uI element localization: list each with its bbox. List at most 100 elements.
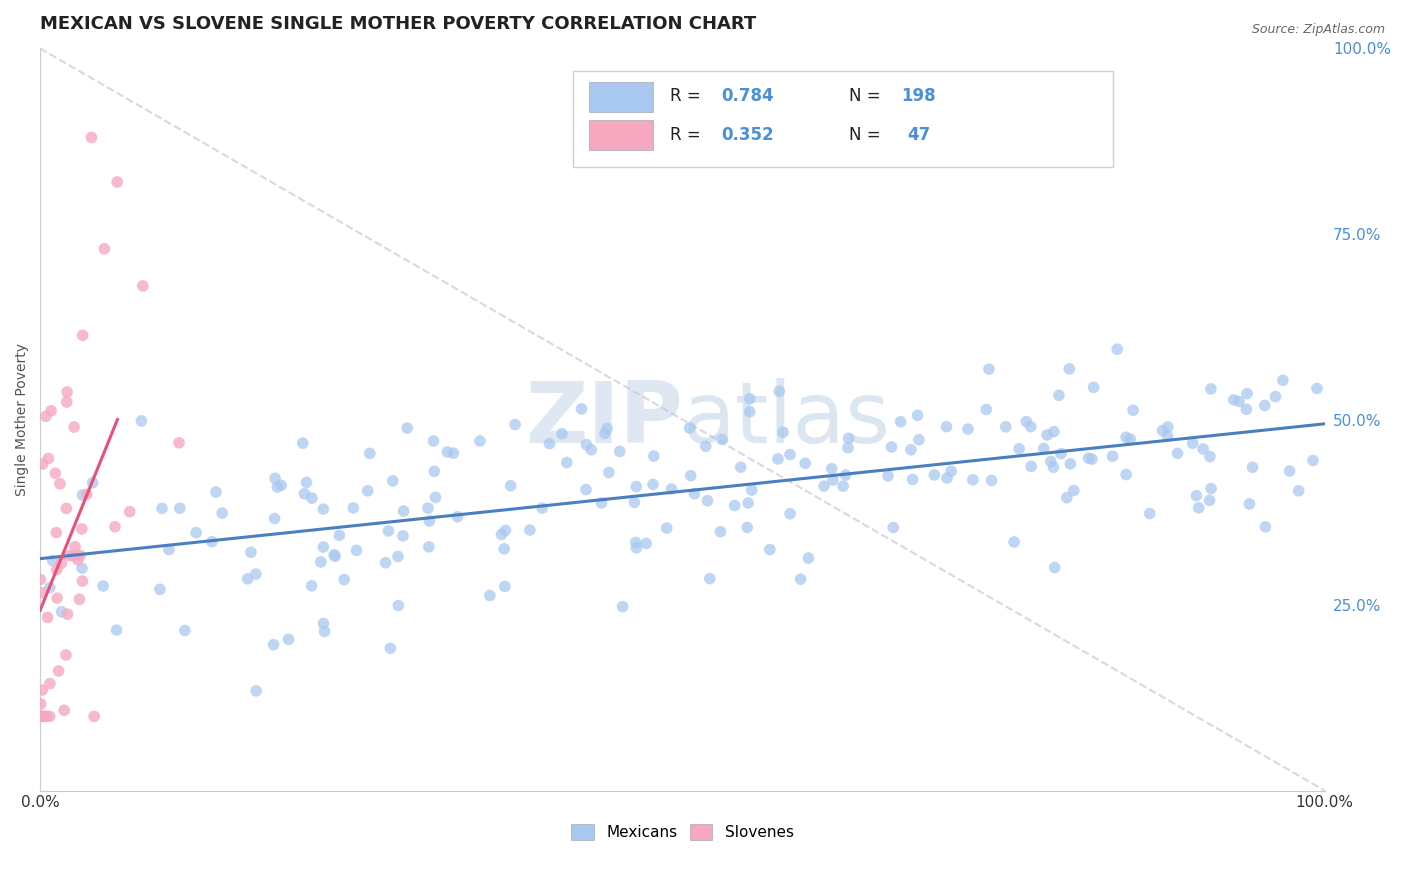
Point [1227, 394, 1250, 409]
Point [392, 504, 415, 518]
Point [1236, 386, 1258, 401]
Point [1043, 425, 1066, 439]
Point [83, 709, 105, 723]
Point [1119, 432, 1142, 446]
FancyBboxPatch shape [589, 120, 652, 150]
Text: MEXICAN VS SLOVENE SINGLE MOTHER POVERTY CORRELATION CHART: MEXICAN VS SLOVENE SINGLE MOTHER POVERTY… [41, 15, 756, 33]
Point [772, 425, 794, 440]
Point [396, 421, 419, 435]
Point [1157, 420, 1180, 434]
Point [264, 471, 287, 485]
Point [294, 486, 316, 500]
Point [696, 493, 718, 508]
Point [1019, 459, 1042, 474]
Point [735, 520, 758, 534]
Point [312, 502, 335, 516]
Point [1254, 399, 1277, 413]
Point [30, 573, 52, 587]
Point [105, 623, 128, 637]
Point [46, 591, 69, 606]
Point [1115, 467, 1137, 482]
Point [1002, 535, 1025, 549]
Point [1288, 483, 1310, 498]
Point [51, 605, 73, 619]
Point [738, 405, 761, 419]
Point [72, 328, 94, 343]
Point [794, 456, 817, 470]
Point [205, 485, 228, 500]
Point [575, 437, 598, 451]
Point [478, 589, 501, 603]
Point [44, 467, 66, 481]
Point [1043, 560, 1066, 574]
Point [45, 525, 67, 540]
Point [890, 415, 912, 429]
Point [35, 409, 58, 424]
Point [797, 551, 820, 566]
Point [132, 279, 155, 293]
Point [31, 709, 53, 723]
Point [38, 581, 60, 595]
Point [939, 464, 962, 478]
Point [1039, 454, 1062, 468]
Point [169, 501, 191, 516]
Point [1115, 430, 1137, 444]
Point [31, 709, 53, 723]
Point [31, 457, 53, 471]
Point [882, 520, 904, 534]
Point [63, 540, 86, 554]
Point [37, 610, 59, 624]
Point [924, 467, 946, 482]
Point [880, 440, 903, 454]
Point [56, 607, 79, 622]
Point [62, 549, 84, 563]
Point [446, 509, 468, 524]
Point [571, 401, 593, 416]
Point [38, 709, 60, 723]
Point [377, 524, 399, 538]
Point [779, 448, 801, 462]
Point [70, 561, 93, 575]
Point [42, 554, 65, 568]
Point [519, 523, 541, 537]
Point [263, 638, 285, 652]
Point [1015, 415, 1038, 429]
Point [1019, 419, 1042, 434]
Point [105, 175, 128, 189]
Point [789, 572, 811, 586]
Point [834, 468, 856, 483]
Point [39, 676, 62, 690]
Point [1063, 483, 1085, 498]
Point [387, 599, 409, 613]
Point [55, 501, 77, 516]
Point [974, 402, 997, 417]
Point [503, 417, 526, 432]
Point [314, 624, 336, 639]
Point [612, 599, 634, 614]
Point [295, 475, 318, 490]
Point [211, 506, 233, 520]
Point [1188, 500, 1211, 515]
Point [1077, 451, 1099, 466]
FancyBboxPatch shape [574, 70, 1112, 167]
Point [779, 507, 801, 521]
Point [39, 404, 62, 418]
Point [104, 519, 127, 533]
Text: N =: N = [849, 126, 886, 144]
Point [832, 479, 855, 493]
Point [1081, 452, 1104, 467]
Point [1101, 449, 1123, 463]
Point [1036, 428, 1059, 442]
Point [596, 421, 619, 435]
Point [55, 648, 77, 662]
Point [956, 422, 979, 436]
Point [1152, 424, 1174, 438]
Point [416, 501, 439, 516]
Point [56, 385, 79, 400]
Point [877, 469, 900, 483]
Point [1254, 520, 1277, 534]
Point [333, 573, 356, 587]
Point [70, 522, 93, 536]
Point [626, 480, 648, 494]
Point [837, 441, 859, 455]
